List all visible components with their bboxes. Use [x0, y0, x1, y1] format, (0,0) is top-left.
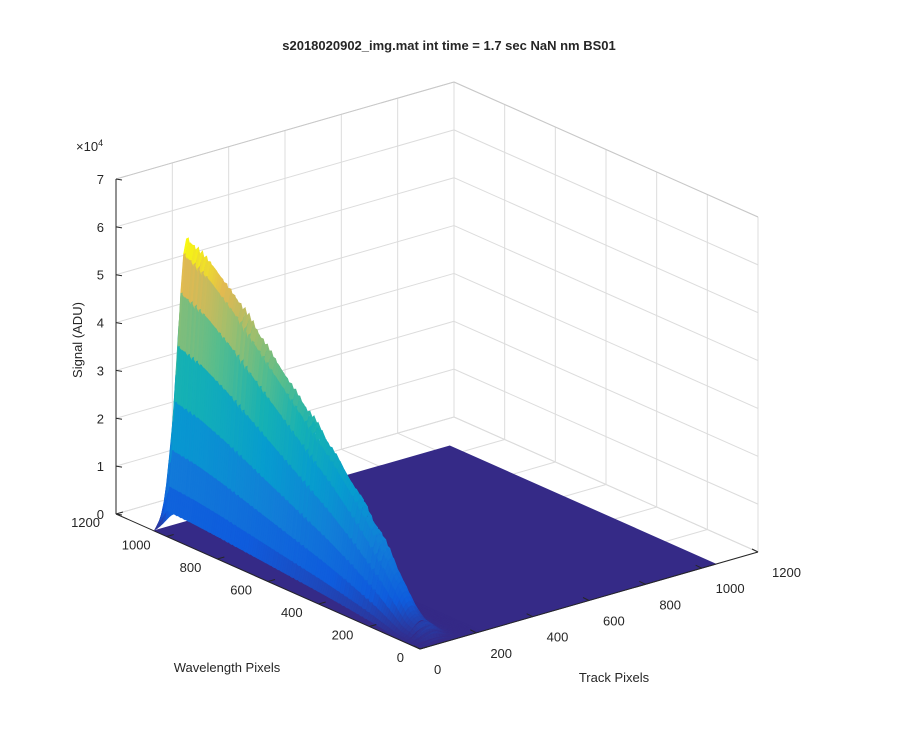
y-tick-label: 400 [281, 605, 303, 620]
z-tick-mark [116, 179, 122, 180]
z-tick-mark [116, 466, 122, 467]
y-tick-mark [116, 512, 123, 514]
x-tick-label: 1200 [772, 565, 801, 580]
z-tick-mark [116, 227, 122, 228]
y-tick-label: 200 [332, 628, 354, 643]
z-tick-label: 3 [97, 363, 104, 378]
z-exponent-label: ×104 [76, 138, 103, 154]
z-tick-mark [116, 370, 122, 371]
x-tick-label: 600 [603, 614, 625, 629]
x-tick-label: 800 [659, 597, 681, 612]
z-tick-label: 4 [97, 316, 104, 331]
z-tick-label: 7 [97, 172, 104, 187]
z-tick-label: 2 [97, 411, 104, 426]
y-tick-label: 600 [230, 583, 252, 598]
chart-title: s2018020902_img.mat int time = 1.7 sec N… [282, 38, 616, 53]
z-tick-mark [116, 275, 122, 276]
x-axis-label: Track Pixels [579, 670, 650, 685]
y-tick-label: 1200 [71, 515, 100, 530]
z-tick-mark [116, 418, 122, 419]
x-tick-label: 400 [547, 630, 569, 645]
y-tick-label: 1000 [122, 538, 151, 553]
x-tick-label: 1000 [716, 581, 745, 596]
z-tick-label: 5 [97, 268, 104, 283]
y-tick-label: 800 [180, 560, 202, 575]
z-tick-label: 1 [97, 459, 104, 474]
z-tick-label: 6 [97, 220, 104, 235]
x-tick-label: 0 [434, 662, 441, 677]
x-tick-mark [752, 549, 758, 552]
z-tick-mark [116, 323, 122, 324]
z-axis-label: Signal (ADU) [70, 302, 85, 378]
y-tick-label: 0 [397, 650, 404, 665]
x-tick-label: 200 [490, 646, 512, 661]
y-axis-label: Wavelength Pixels [174, 660, 281, 675]
